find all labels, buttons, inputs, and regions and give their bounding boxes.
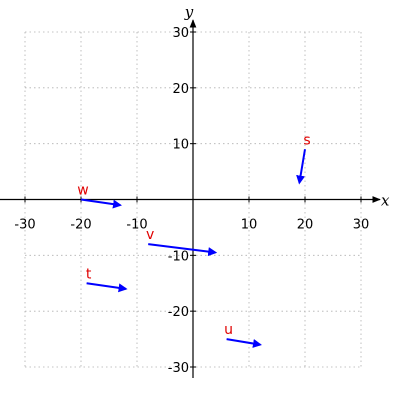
- vector-w: [80, 198, 122, 209]
- vector-v: [148, 243, 218, 257]
- y-axis-label: y: [184, 3, 194, 21]
- vector-s: [296, 149, 306, 185]
- vector-u: [226, 338, 262, 348]
- vector-label-v: v: [146, 227, 154, 243]
- x-tick-label: -10: [126, 218, 147, 233]
- x-axis-label: x: [381, 192, 390, 210]
- vector-label-t: t: [86, 266, 92, 282]
- vector-label-s: s: [303, 132, 310, 148]
- x-tick-label: -20: [70, 218, 91, 233]
- tick-marks: -30 -20 -10 10 20 30 -30 -20 -10 10 20 30: [14, 26, 369, 376]
- vector-label-w: w: [77, 183, 88, 199]
- x-tick-label: -30: [14, 218, 35, 233]
- x-tick-label: 10: [241, 218, 258, 233]
- x-tick-label: 20: [297, 218, 314, 233]
- vector-t: [86, 282, 128, 293]
- y-tick-label: -10: [168, 249, 189, 264]
- x-tick-label: 30: [353, 218, 370, 233]
- y-tick-label: 20: [172, 82, 189, 97]
- vector-label-u: u: [224, 322, 233, 338]
- vectors: w s v t u: [77, 132, 311, 348]
- y-tick-label: 30: [172, 26, 189, 41]
- y-tick-label: -20: [168, 305, 189, 320]
- y-tick-label: 10: [172, 138, 189, 153]
- y-tick-label: -30: [168, 361, 189, 376]
- axes: xy: [0, 3, 390, 378]
